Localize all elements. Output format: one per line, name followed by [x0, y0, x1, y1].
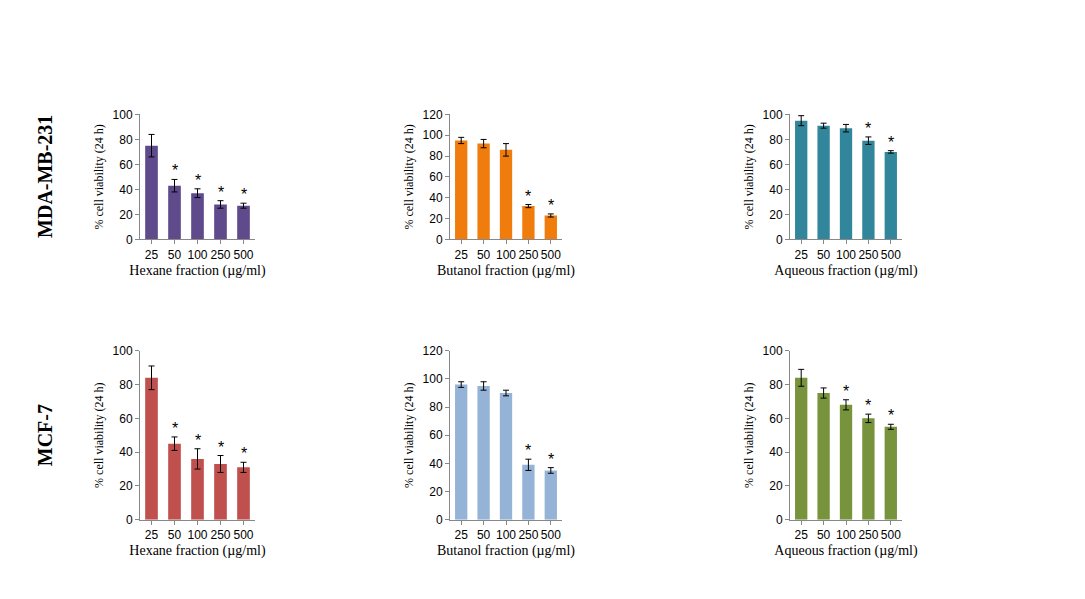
svg-text:250: 250: [858, 528, 878, 542]
svg-text:20: 20: [769, 479, 783, 493]
svg-text:0: 0: [126, 233, 133, 247]
svg-text:25: 25: [455, 248, 469, 262]
svg-text:*: *: [218, 439, 224, 456]
svg-text:40: 40: [769, 445, 783, 459]
svg-text:Butanol fraction (µg/ml): Butanol fraction (µg/ml): [437, 543, 575, 559]
svg-text:20: 20: [769, 208, 783, 222]
svg-text:500: 500: [881, 248, 901, 262]
svg-text:250: 250: [210, 528, 230, 542]
svg-text:25: 25: [145, 528, 159, 542]
svg-text:25: 25: [145, 248, 159, 262]
svg-text:*: *: [241, 186, 247, 203]
svg-text:40: 40: [429, 457, 443, 471]
svg-text:20: 20: [119, 208, 133, 222]
svg-text:100: 100: [187, 528, 207, 542]
svg-text:0: 0: [776, 513, 783, 527]
svg-text:Hexane fraction (µg/ml): Hexane fraction (µg/ml): [129, 543, 266, 559]
svg-text:25: 25: [795, 528, 809, 542]
svg-text:Aqueous fraction (µg/ml): Aqueous fraction (µg/ml): [774, 543, 918, 559]
svg-text:500: 500: [541, 528, 561, 542]
svg-text:60: 60: [119, 412, 133, 426]
svg-text:Hexane fraction (µg/ml): Hexane fraction (µg/ml): [129, 263, 266, 279]
svg-text:*: *: [172, 420, 178, 437]
svg-text:20: 20: [119, 479, 133, 493]
svg-text:80: 80: [769, 133, 783, 147]
svg-text:60: 60: [769, 412, 783, 426]
svg-text:*: *: [218, 184, 224, 201]
svg-text:*: *: [172, 162, 178, 179]
svg-text:100: 100: [113, 344, 133, 358]
svg-text:250: 250: [518, 248, 538, 262]
svg-text:40: 40: [769, 183, 783, 197]
svg-text:0: 0: [436, 233, 443, 247]
svg-text:120: 120: [423, 344, 443, 358]
svg-text:80: 80: [119, 133, 133, 147]
svg-text:500: 500: [233, 528, 253, 542]
svg-text:100: 100: [423, 128, 443, 142]
svg-text:80: 80: [119, 378, 133, 392]
svg-text:100: 100: [113, 108, 133, 122]
svg-text:% cell viability (24 h): % cell viability (24 h): [402, 383, 416, 488]
svg-text:40: 40: [119, 183, 133, 197]
svg-text:0: 0: [436, 513, 443, 527]
svg-text:50: 50: [477, 248, 491, 262]
svg-text:60: 60: [429, 428, 443, 442]
svg-text:20: 20: [429, 212, 443, 226]
svg-text:*: *: [195, 172, 201, 189]
svg-text:20: 20: [429, 485, 443, 499]
svg-text:Aqueous fraction (µg/ml): Aqueous fraction (µg/ml): [774, 263, 918, 279]
svg-text:100: 100: [496, 528, 516, 542]
svg-text:100: 100: [496, 248, 516, 262]
svg-text:25: 25: [795, 248, 809, 262]
svg-text:250: 250: [518, 528, 538, 542]
svg-text:*: *: [525, 442, 531, 459]
svg-text:80: 80: [769, 378, 783, 392]
svg-text:MDA-MB-231: MDA-MB-231: [34, 115, 56, 238]
svg-text:*: *: [525, 188, 531, 205]
svg-text:500: 500: [233, 248, 253, 262]
svg-text:*: *: [241, 445, 247, 462]
svg-text:% cell viability (24 h): % cell viability (24 h): [92, 124, 106, 229]
svg-text:*: *: [548, 197, 554, 214]
svg-text:50: 50: [477, 528, 491, 542]
svg-text:40: 40: [429, 191, 443, 205]
svg-text:250: 250: [210, 248, 230, 262]
svg-text:500: 500: [541, 248, 561, 262]
svg-text:*: *: [843, 383, 849, 400]
svg-text:*: *: [548, 451, 554, 468]
svg-text:50: 50: [817, 248, 831, 262]
svg-text:% cell viability (24 h): % cell viability (24 h): [742, 124, 756, 229]
svg-text:% cell viability (24 h): % cell viability (24 h): [402, 124, 416, 229]
svg-text:MCF-7: MCF-7: [34, 404, 56, 466]
svg-text:100: 100: [763, 344, 783, 358]
svg-text:80: 80: [429, 400, 443, 414]
svg-text:60: 60: [119, 158, 133, 172]
svg-text:Butanol fraction (µg/ml): Butanol fraction (µg/ml): [437, 263, 575, 279]
svg-text:% cell viability (24 h): % cell viability (24 h): [742, 383, 756, 488]
svg-text:60: 60: [769, 158, 783, 172]
svg-text:500: 500: [881, 528, 901, 542]
svg-text:*: *: [195, 432, 201, 449]
svg-text:100: 100: [836, 248, 856, 262]
svg-text:100: 100: [763, 108, 783, 122]
svg-text:60: 60: [429, 170, 443, 184]
svg-text:50: 50: [168, 248, 182, 262]
svg-text:25: 25: [455, 528, 469, 542]
svg-text:100: 100: [423, 372, 443, 386]
svg-text:80: 80: [429, 149, 443, 163]
svg-text:40: 40: [119, 445, 133, 459]
svg-text:0: 0: [126, 513, 133, 527]
svg-text:*: *: [865, 397, 871, 414]
svg-text:*: *: [888, 134, 894, 151]
svg-text:0: 0: [776, 233, 783, 247]
svg-text:100: 100: [187, 248, 207, 262]
svg-text:100: 100: [836, 528, 856, 542]
svg-text:250: 250: [858, 248, 878, 262]
svg-text:% cell viability (24 h): % cell viability (24 h): [92, 383, 106, 488]
svg-text:*: *: [865, 120, 871, 137]
svg-text:120: 120: [423, 108, 443, 122]
svg-text:50: 50: [817, 528, 831, 542]
svg-text:50: 50: [168, 528, 182, 542]
svg-text:*: *: [888, 407, 894, 424]
